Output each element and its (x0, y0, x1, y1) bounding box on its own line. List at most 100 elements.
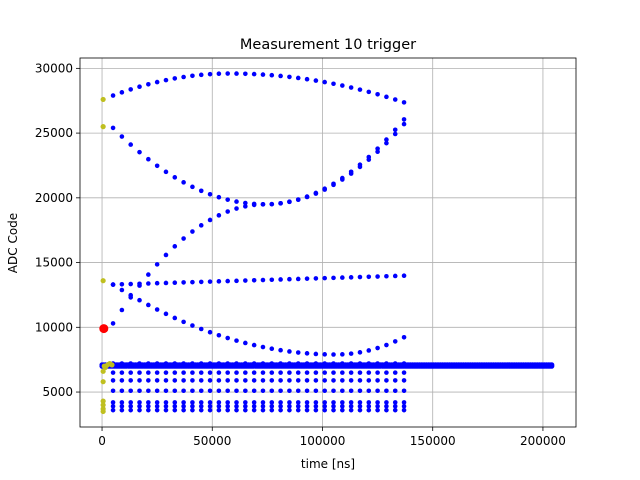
data-point (216, 213, 222, 218)
data-point (216, 332, 222, 338)
data-point (234, 403, 239, 409)
data-point (287, 400, 292, 405)
data-point (304, 400, 310, 405)
data-point (119, 378, 125, 383)
data-point (260, 344, 266, 350)
data-point (128, 403, 134, 409)
data-point (384, 140, 389, 146)
data-point (172, 378, 178, 383)
data-point (154, 79, 160, 85)
data-point (304, 378, 310, 383)
data-point (154, 262, 160, 267)
data-point (154, 403, 160, 409)
data-point (198, 403, 204, 409)
data-point (340, 177, 345, 182)
data-point (260, 277, 266, 283)
data-point (181, 403, 186, 409)
data-point (269, 388, 275, 394)
data-point (366, 370, 372, 375)
data-point (366, 157, 372, 162)
data-point (163, 370, 169, 375)
data-point (313, 407, 319, 413)
data-point (172, 244, 178, 249)
data-point (181, 388, 186, 394)
data-point (243, 403, 248, 409)
data-point (251, 71, 257, 77)
data-point (163, 403, 169, 409)
data-point (340, 275, 345, 280)
data-point (331, 400, 336, 405)
data-point (392, 127, 398, 133)
data-point (234, 278, 239, 284)
data-point (340, 378, 345, 383)
data-point (137, 149, 142, 155)
data-point (110, 378, 116, 383)
data-point (269, 72, 275, 78)
data-point (348, 275, 354, 280)
data-point (243, 200, 248, 206)
data-point (295, 400, 301, 405)
data-point (198, 223, 204, 228)
data-point (172, 388, 178, 394)
y-tick-label: 30000 (35, 61, 73, 75)
data-point (322, 378, 327, 383)
data-point (251, 342, 257, 348)
data-point (225, 209, 230, 214)
data-point (190, 73, 195, 79)
data-point (392, 388, 398, 394)
data-point (137, 403, 142, 409)
data-point (216, 71, 222, 77)
x-tick-label: 50000 (193, 434, 231, 448)
data-point (287, 349, 292, 354)
data-point (110, 125, 116, 131)
data-point (163, 388, 169, 394)
data-point (340, 370, 345, 375)
x-tick-label: 0 (98, 434, 106, 448)
data-point (216, 407, 222, 413)
data-point (260, 72, 266, 77)
data-point (384, 137, 389, 142)
data-point (392, 370, 398, 375)
data-point (366, 400, 372, 405)
data-point (128, 87, 134, 92)
data-point (375, 91, 380, 97)
data-point (225, 403, 230, 409)
ticks-layer: 0 50000 100000 150000 200000 5000 10000 15000 20… (35, 61, 566, 448)
data-point (375, 370, 380, 375)
data-point (207, 217, 213, 223)
data-point (190, 378, 195, 383)
data-point (269, 370, 275, 375)
data-point (366, 403, 372, 409)
data-point (375, 388, 380, 394)
data-point (207, 370, 213, 375)
data-point (375, 149, 380, 155)
data-point (295, 276, 301, 282)
data-point (198, 326, 204, 332)
data-point (340, 400, 345, 405)
data-point (216, 279, 222, 284)
data-point (234, 378, 239, 383)
data-point (401, 378, 407, 383)
data-point (225, 71, 230, 76)
data-point (392, 378, 398, 383)
data-point (260, 388, 266, 394)
data-point (146, 378, 151, 383)
data-point (207, 403, 213, 409)
data-point (234, 338, 239, 343)
data-point (163, 280, 169, 286)
data-point (287, 407, 292, 413)
data-point (119, 134, 125, 139)
data-point (234, 400, 239, 405)
data-point (198, 188, 204, 194)
data-point (181, 74, 186, 80)
chart-title: Measurement 10 trigger (240, 37, 416, 53)
data-point (128, 292, 134, 298)
data-point (110, 400, 116, 405)
data-point (154, 163, 160, 169)
data-point (207, 329, 213, 335)
data-point (340, 388, 345, 394)
data-point (375, 345, 380, 351)
data-point (172, 400, 178, 405)
y-tick-label: 20000 (35, 191, 73, 205)
data-point (348, 351, 354, 356)
